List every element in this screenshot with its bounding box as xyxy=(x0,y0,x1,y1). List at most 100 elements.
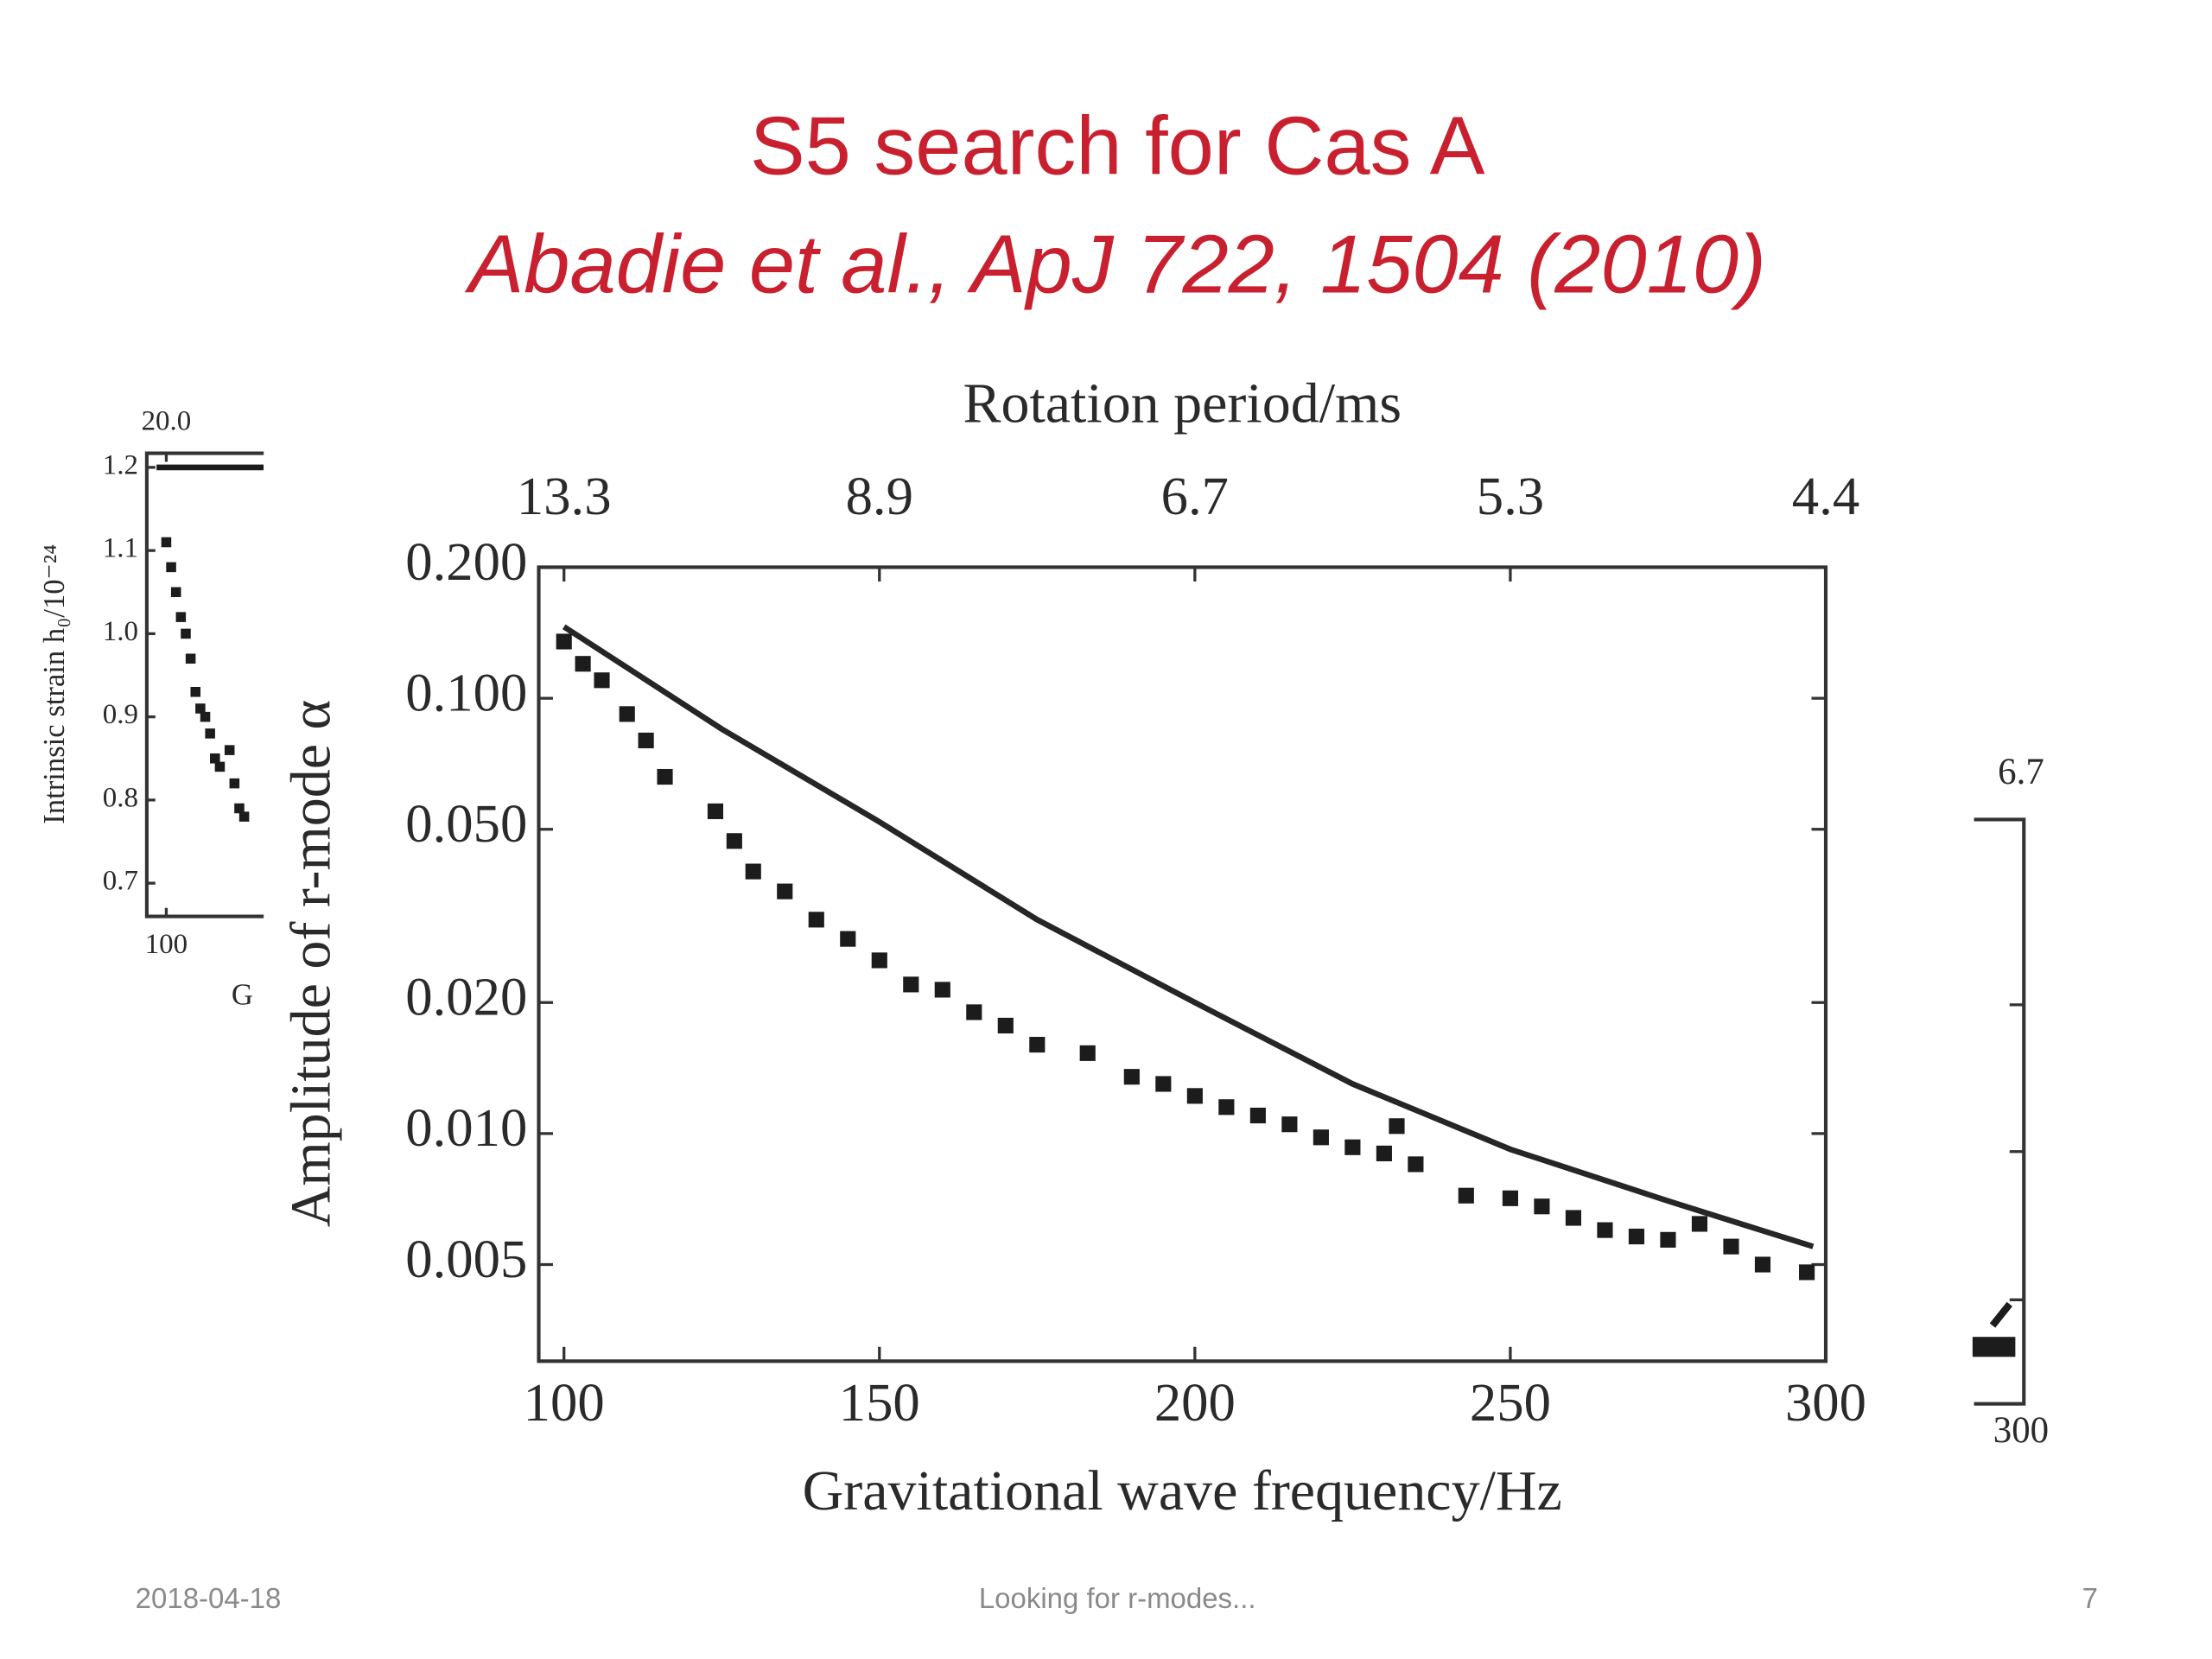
x2-tick-label: 5.3 xyxy=(1477,466,1544,526)
chart: 1.2 1.1 1.0 0.9 0.8 0.7 100 20.0 Intrinsic strai… xyxy=(38,405,264,1012)
data-point xyxy=(777,883,793,899)
data-point xyxy=(175,612,187,622)
data-point xyxy=(745,863,761,880)
data-point xyxy=(594,672,610,689)
data-point xyxy=(224,745,235,755)
data-point xyxy=(638,732,654,749)
data-point xyxy=(575,656,591,672)
data-point xyxy=(556,633,572,650)
data-point xyxy=(1389,1118,1405,1135)
x-tick-label: 100 xyxy=(524,1372,605,1433)
y-tick-label: 1.2 xyxy=(103,449,138,480)
axis-frame xyxy=(144,451,264,918)
data-point xyxy=(181,628,191,639)
y-axis-label: Intrinsic strain h₀/10⁻²⁴ xyxy=(38,544,71,824)
data-point xyxy=(1660,1231,1676,1248)
chart: 0.200 0.100 0.050 0.020 0.010 0.005 100 150 200 2… xyxy=(279,372,1866,1523)
data-point xyxy=(1123,1069,1140,1085)
fragment-points xyxy=(1972,1337,2016,1357)
data-point xyxy=(210,753,220,764)
data-point xyxy=(1313,1129,1329,1146)
x-tick-label: 100 xyxy=(145,929,188,960)
data-point xyxy=(808,912,824,928)
data-point xyxy=(1408,1156,1424,1173)
y-tick-label: 0.8 xyxy=(103,782,138,813)
x2-tick-label: 4.4 xyxy=(1792,466,1859,526)
data-point xyxy=(1628,1228,1645,1245)
y-tick-label: 0.010 xyxy=(405,1097,527,1158)
y-tick-label: 0.9 xyxy=(103,699,138,730)
y-tick-label: 1.0 xyxy=(103,616,138,647)
x2-tick-label: 6.7 xyxy=(1161,466,1229,526)
data-point xyxy=(1344,1139,1361,1155)
x-axis-label: Gravitational wave frequency/Hz xyxy=(803,1459,1562,1522)
data-point xyxy=(1534,1198,1550,1215)
data-point xyxy=(1029,1036,1046,1053)
data-point xyxy=(205,728,215,739)
y-axis-label: Amplitude of r-mode α xyxy=(279,700,342,1227)
fragment-axis xyxy=(1974,817,2026,1406)
slide-title: S5 search for Cas A xyxy=(750,100,1485,193)
x-axis-label: G xyxy=(232,979,253,1012)
data-point xyxy=(185,653,196,664)
fragment-bottom-label: 300 xyxy=(1993,1410,2049,1451)
slide-date: 2018-04-18 xyxy=(136,1582,282,1614)
right-fragment: 6.7 300 xyxy=(1972,752,2049,1451)
data-point xyxy=(200,711,211,722)
y-tick-label: 0.200 xyxy=(405,531,527,592)
data-point xyxy=(1565,1210,1582,1226)
plot-area xyxy=(156,464,264,822)
y-tick-label: 0.7 xyxy=(103,866,138,897)
data-point xyxy=(1723,1238,1739,1255)
data-point xyxy=(619,706,635,722)
plot-area xyxy=(556,624,1815,1281)
data-point xyxy=(657,768,673,785)
data-point xyxy=(840,931,856,947)
data-point xyxy=(1155,1076,1172,1092)
data-point xyxy=(997,1017,1014,1034)
y-tick-label: 0.100 xyxy=(405,663,527,723)
data-point xyxy=(229,778,240,789)
data-point xyxy=(214,761,226,772)
x-tick-label: 250 xyxy=(1470,1372,1551,1433)
data-point xyxy=(1502,1190,1518,1206)
data-point xyxy=(161,537,172,548)
x2-tick-label: 8.9 xyxy=(846,466,913,526)
slide-number: 7 xyxy=(2082,1582,2098,1614)
x-tick-label: 300 xyxy=(1785,1372,1866,1433)
fragment-top-label: 6.7 xyxy=(1998,752,2044,792)
data-point xyxy=(1376,1145,1392,1161)
data-point xyxy=(170,587,181,598)
data-point xyxy=(707,803,724,819)
curve xyxy=(562,624,1815,1249)
data-point xyxy=(1691,1216,1708,1232)
data-point xyxy=(234,803,245,814)
data-point xyxy=(1754,1256,1771,1273)
data-point xyxy=(726,833,742,849)
x2-tick-label: 13.3 xyxy=(517,466,612,526)
y-tick-label: 0.050 xyxy=(405,793,527,854)
y-tick-label: 1.1 xyxy=(103,533,138,564)
x2-axis-label: Rotation period/ms xyxy=(963,372,1402,435)
data-point xyxy=(190,686,201,697)
x-tick-label: 200 xyxy=(1154,1372,1236,1433)
data-point xyxy=(934,982,950,998)
data-point xyxy=(1249,1107,1266,1124)
data-point xyxy=(903,976,919,993)
y-tick-label: 0.005 xyxy=(405,1229,527,1289)
data-point xyxy=(195,703,206,714)
data-point xyxy=(1281,1116,1298,1133)
data-point xyxy=(1218,1099,1235,1116)
data-point xyxy=(1799,1264,1815,1281)
fragment-curve xyxy=(1989,1301,2012,1328)
data-point xyxy=(1458,1187,1474,1204)
x-tick-label: 150 xyxy=(839,1372,920,1433)
slide-footer: Looking for r-modes... xyxy=(979,1582,1256,1614)
data-point xyxy=(871,952,887,969)
data-point xyxy=(1597,1222,1613,1238)
data-point xyxy=(166,562,176,573)
x2-tick-label: 20.0 xyxy=(142,405,192,436)
y-tick-label: 0.020 xyxy=(405,967,527,1027)
data-point xyxy=(238,811,250,822)
